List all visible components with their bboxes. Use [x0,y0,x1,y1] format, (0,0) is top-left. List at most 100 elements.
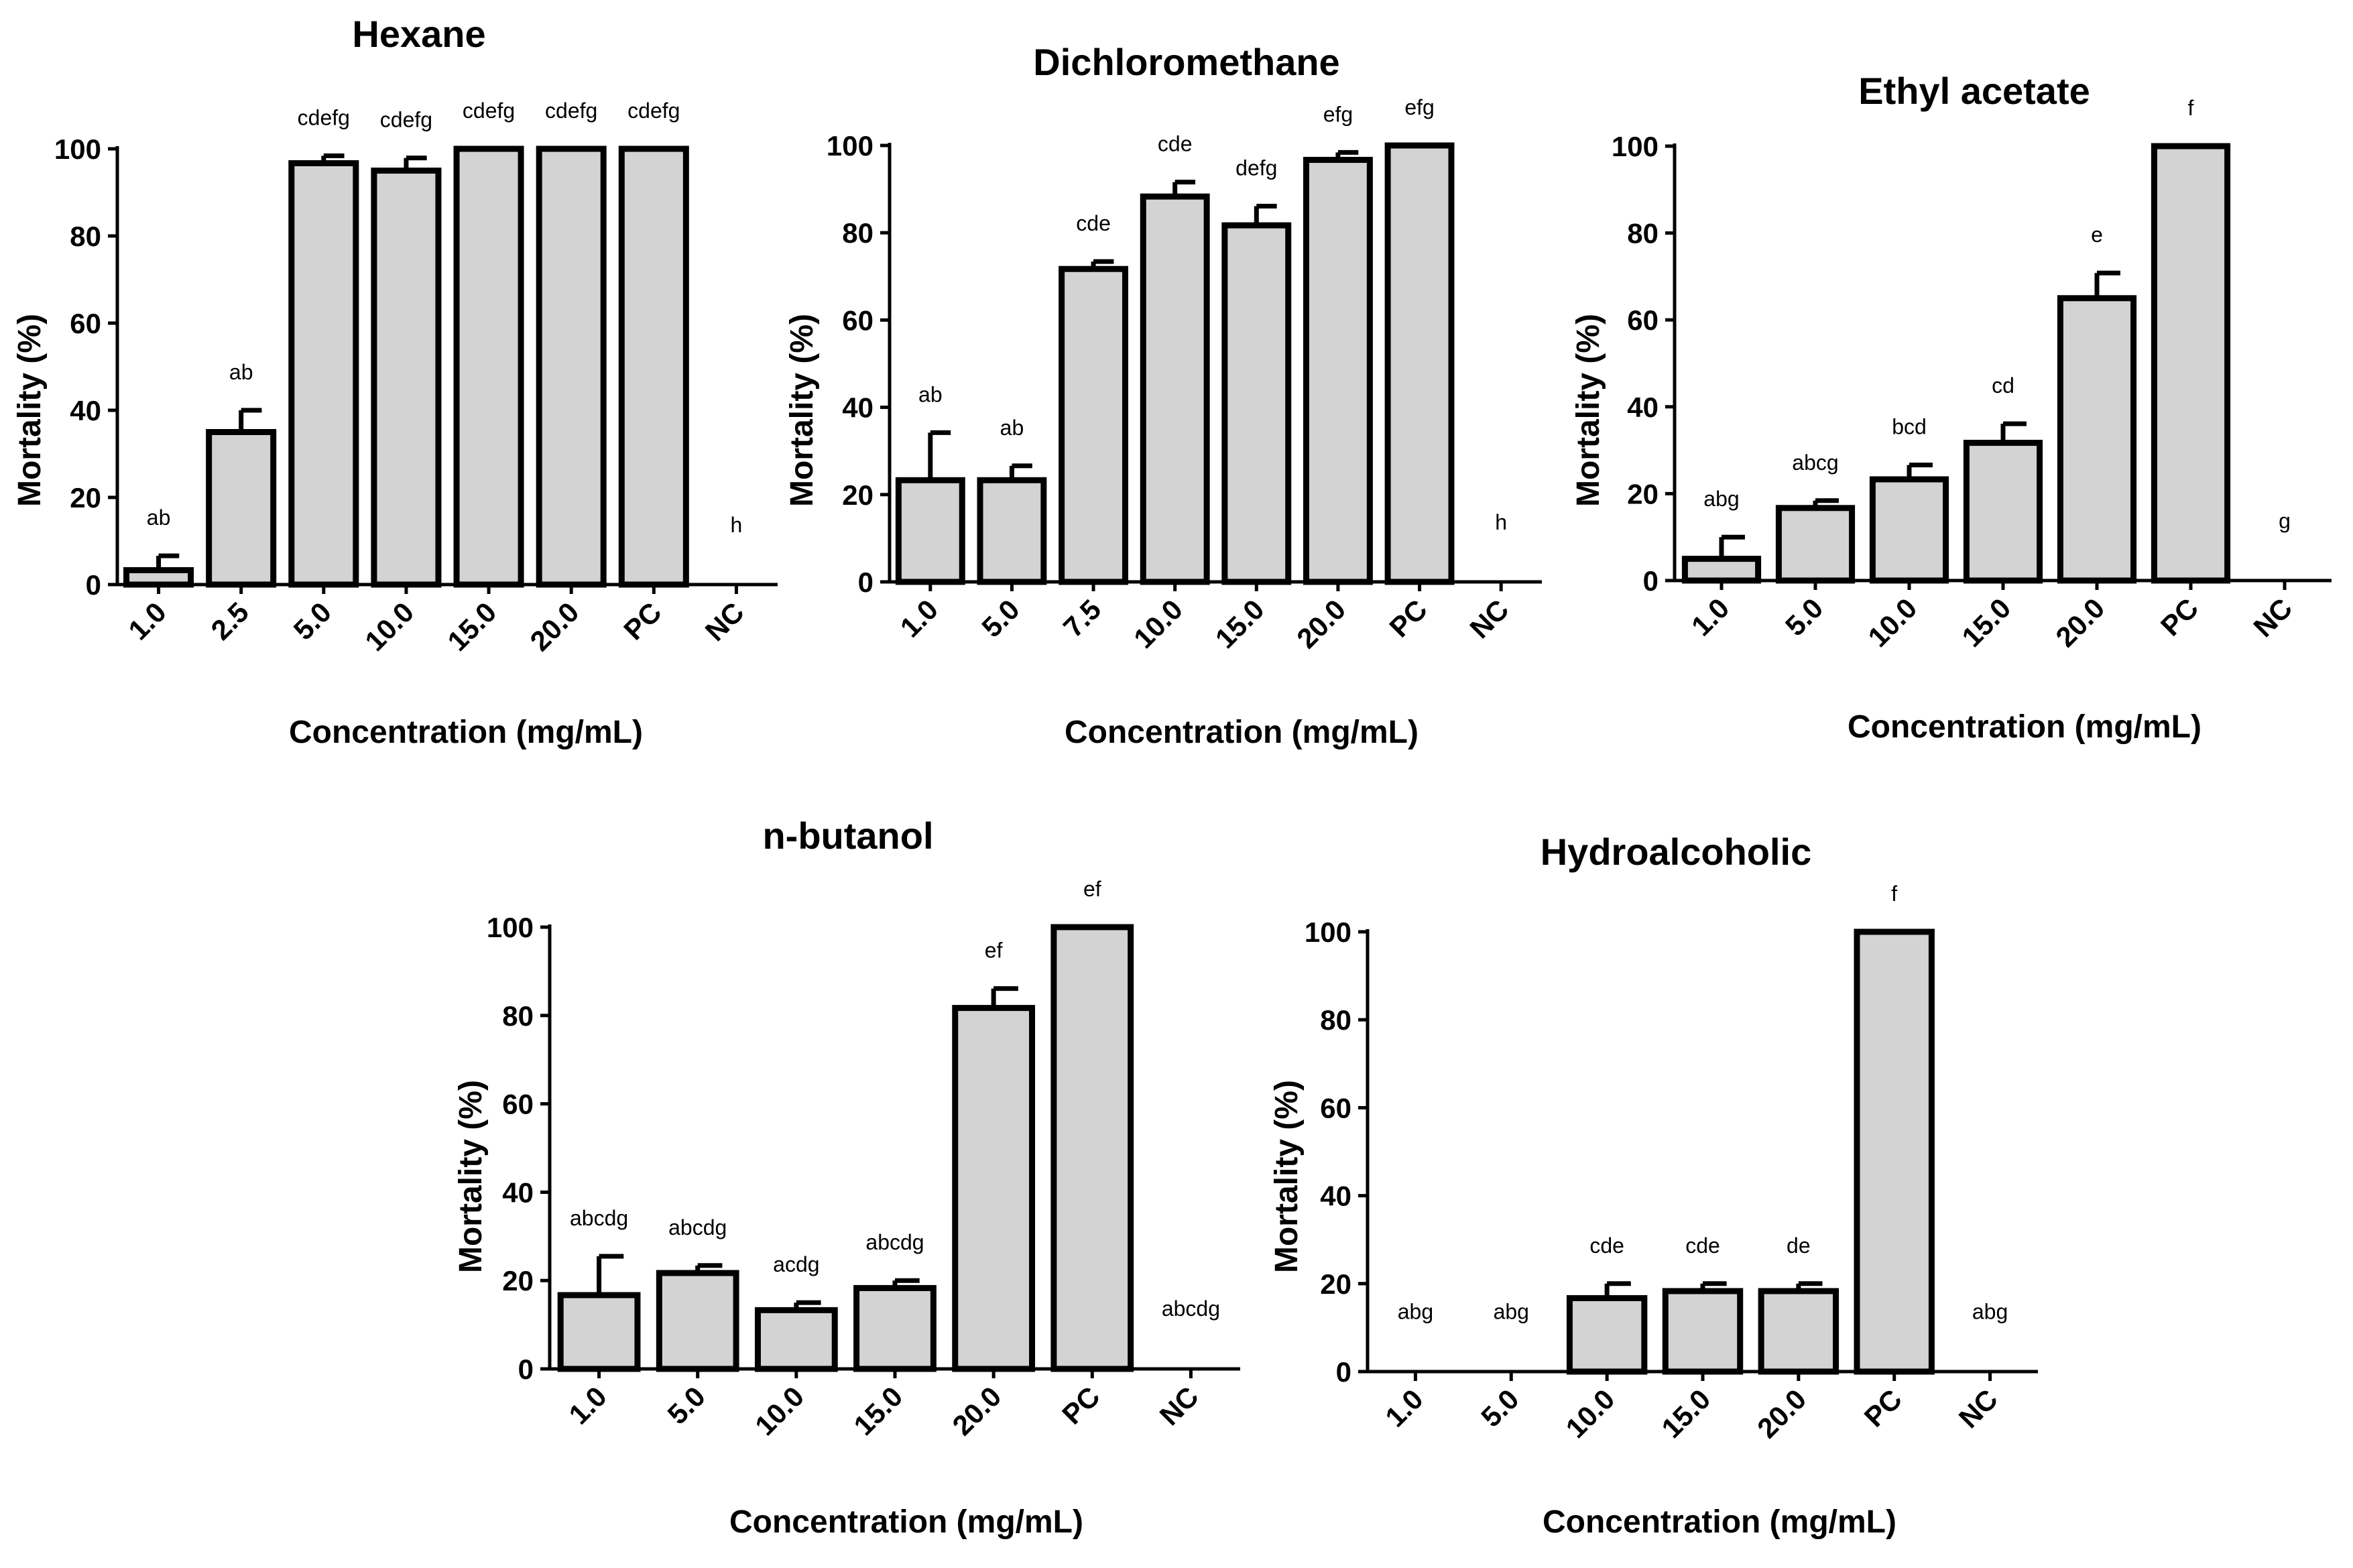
y-tick-label: 80 [70,221,101,252]
y-tick-label: 20 [502,1265,534,1296]
x-tick-label: 1.0 [894,593,945,644]
y-tick-label: 60 [842,304,873,336]
x-tick-label: 20.0 [524,596,585,657]
y-tick-label: 0 [1643,565,1658,597]
x-tick-label: NC [1463,593,1514,644]
y-tick-label: 100 [54,133,101,165]
bar [371,168,442,588]
significance-letter: de [1787,1233,1811,1258]
bar [288,160,359,588]
y-tick-label: 60 [70,308,101,339]
x-tick-label: 15.0 [1209,593,1270,654]
x-tick-label: 1.0 [122,596,172,646]
significance-letter: ab [1000,416,1024,440]
bar [206,429,277,588]
x-tick-label: 20.0 [1290,593,1351,654]
x-axis-label: Concentration (mg/mL) [289,715,643,750]
bar [754,1307,838,1372]
y-tick-label: 100 [1305,916,1351,948]
significance-letter: efg [1404,95,1434,119]
significance-letter: cdefg [380,108,432,132]
bar [1303,156,1373,585]
x-axis-label: Concentration (mg/mL) [1848,709,2201,745]
plot-area: 0 20 40 60 80 100 1.0 abg 5.0 abg 10.0 cde 15.0 cde 20… [1305,882,2038,1444]
bar [1566,1294,1648,1375]
x-tick-label: NC [1154,1380,1205,1431]
significance-letter: h [1495,510,1507,534]
significance-letter: e [2091,223,2103,247]
x-tick-label: 5.0 [1475,1383,1525,1433]
y-axis-label: Mortality (%) [784,314,820,507]
x-tick-label: NC [1953,1383,2004,1434]
chart-title: Hexane [352,13,485,55]
x-tick-label: 10.0 [749,1380,810,1441]
plot-area: 0 20 40 60 80 100 1.0 ab 2.5 ab 5.0 cdefg 10.0 cdefg 1… [54,99,778,657]
y-tick-label: 60 [502,1089,534,1120]
significance-letter: defg [1235,156,1277,180]
significance-letter: f [1891,882,1897,906]
significance-letter: g [2279,509,2291,533]
significance-letter: cd [1992,373,2014,398]
x-tick-label: 15.0 [441,596,502,657]
significance-letter: cde [1076,211,1111,235]
x-tick-label: 5.0 [288,596,338,646]
x-tick-label: 5.0 [662,1380,712,1431]
y-tick-label: 0 [1336,1356,1351,1388]
x-tick-label: PC [617,596,668,646]
y-tick-label: 80 [502,1000,534,1032]
significance-letter: cde [1685,1233,1720,1258]
significance-letter: efg [1323,102,1353,126]
significance-letter: bcd [1892,415,1927,439]
bar [1681,556,1762,584]
bar [656,1270,739,1372]
x-tick-label: PC [1056,1380,1106,1431]
x-tick-label: PC [1858,1383,1909,1433]
x-tick-label: 1.0 [1685,592,1736,642]
chart-title: Hydroalcoholic [1541,831,1812,873]
chart-dichloromethane: Dichloromethane Mortality (%) Concentrat… [784,41,1542,750]
significance-letter: ab [918,382,943,406]
y-tick-label: 60 [1320,1092,1351,1124]
x-tick-label: 15.0 [1955,592,2016,653]
y-tick-label: 0 [86,569,101,601]
x-tick-label: 1.0 [1379,1383,1429,1433]
significance-letter: ef [985,939,1003,963]
x-tick-label: PC [1383,593,1433,644]
bar [1059,265,1128,585]
significance-letter: abcdg [865,1230,924,1254]
x-tick-label: 10.0 [359,596,420,657]
x-tick-label: 20.0 [2049,592,2110,653]
x-tick-label: 10.0 [1559,1383,1620,1444]
bar [977,477,1047,585]
chart-hexane: Hexane Mortality (%) Concentration (mg/m… [12,13,778,750]
y-axis-label: Mortality (%) [1269,1080,1305,1273]
significance-letter: abcdg [668,1215,727,1240]
y-tick-label: 20 [1627,478,1658,509]
bar [557,1292,641,1372]
chart-n-butanol: n-butanol Mortality (%) Concentration (m… [453,815,1240,1540]
y-tick-label: 80 [1627,218,1658,249]
y-tick-label: 20 [842,479,873,511]
bar [1662,1288,1744,1375]
x-axis-label: Concentration (mg/mL) [1065,715,1419,750]
significance-letter: h [731,513,743,537]
bar [2151,143,2231,584]
significance-letter: cde [1589,1233,1624,1258]
plot-area: 0 20 40 60 80 100 1.0 abcdg 5.0 abcdg 10.0 acdg 15.0… [487,877,1240,1441]
chart-title: Dichloromethane [1033,41,1339,83]
significance-letter: cdefg [463,99,515,123]
significance-letter: cdefg [545,99,597,123]
significance-letter: abg [1398,1299,1433,1323]
bar [453,145,524,588]
y-tick-label: 80 [842,217,873,249]
y-tick-label: 100 [1612,131,1658,162]
significance-letter: acdg [773,1252,819,1276]
y-axis-label: Mortality (%) [1571,314,1606,507]
y-tick-label: 40 [70,395,101,426]
bar [1758,1288,1839,1375]
x-tick-label: 5.0 [975,593,1026,644]
x-tick-label: 15.0 [1655,1383,1716,1444]
significance-letter: abg [1494,1299,1529,1323]
bar [618,145,689,588]
